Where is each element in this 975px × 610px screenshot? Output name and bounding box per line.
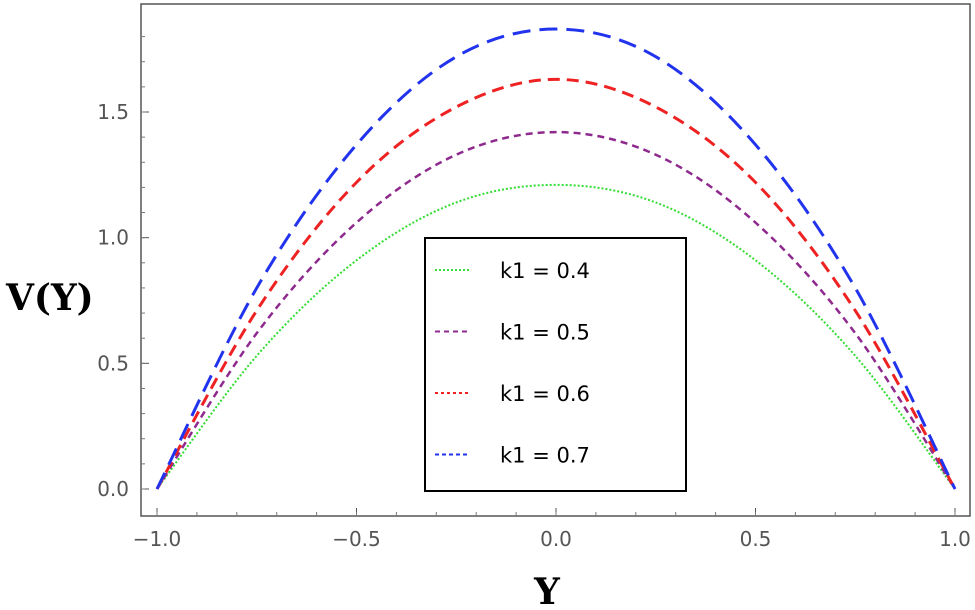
- series-layer: [155, 27, 957, 490]
- series-line: [155, 130, 957, 490]
- x-tick-label: 0.5: [740, 527, 772, 551]
- legend-label: k1 = 0.7: [500, 444, 590, 468]
- y-tick-label: 1.5: [97, 100, 129, 124]
- legend-label: k1 = 0.4: [500, 259, 590, 283]
- x-tick-label: −1.0: [133, 527, 182, 551]
- legend-label: k1 = 0.5: [500, 321, 590, 345]
- y-axis: 0.0 0.5 1.0 1.5: [97, 36, 149, 501]
- x-tick-label: 0.0: [540, 527, 572, 551]
- legend-label: k1 = 0.6: [500, 382, 590, 406]
- legend-items: k1 = 0.4 k1 = 0.5 k1 = 0.6 k1 = 0.7: [435, 259, 590, 468]
- y-axis-title: V(Y): [5, 277, 94, 319]
- x-tick-label: 1.0: [939, 527, 971, 551]
- y-tick-label: 0.0: [97, 477, 129, 501]
- x-axis: −1.0 −0.5 0.0 0.5 1.0: [133, 508, 971, 551]
- y-tick-label: 1.0: [97, 226, 129, 250]
- x-axis-title: Y: [533, 571, 561, 610]
- series-line: [156, 183, 956, 490]
- series-line: [155, 77, 957, 490]
- x-tick-label: −0.5: [332, 527, 381, 551]
- series-line: [155, 27, 957, 490]
- legend: k1 = 0.4 k1 = 0.5 k1 = 0.6 k1 = 0.7: [424, 237, 687, 492]
- y-tick-label: 0.5: [97, 351, 129, 375]
- legend-box: [424, 237, 687, 492]
